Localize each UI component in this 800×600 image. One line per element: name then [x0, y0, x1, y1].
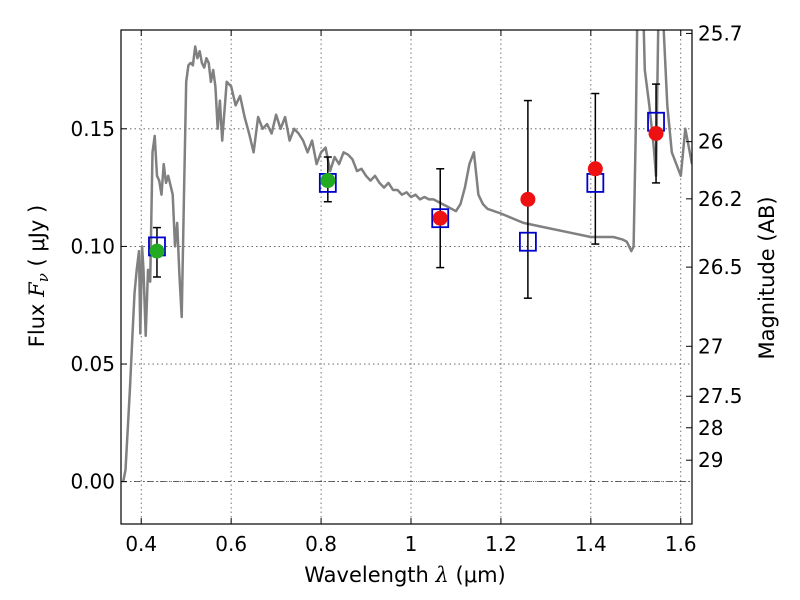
- y2-tick-label: 26.2: [698, 187, 743, 211]
- x-tick-label: 1.2: [485, 532, 517, 556]
- y-tick-label: 0.05: [70, 352, 115, 376]
- y2-tick-label: 28: [698, 416, 723, 440]
- grid-layer: [121, 30, 692, 524]
- model-spectrum-line: [121, 30, 692, 482]
- data-point-square: [431, 208, 450, 229]
- data-point-red: [432, 210, 448, 226]
- plot-area: [121, 30, 692, 482]
- data-point-green: [149, 243, 165, 259]
- data-point-red: [648, 126, 664, 142]
- data-point-green: [320, 173, 336, 189]
- y2-tick-label: 27.5: [698, 384, 743, 408]
- y2-tick-label: 29: [698, 448, 723, 472]
- x-tick-label: 1.4: [575, 532, 607, 556]
- y-tick-label: 0.00: [70, 470, 115, 494]
- x-tick-label: 0.4: [125, 532, 157, 556]
- y-tick-label: 0.15: [70, 117, 115, 141]
- y-tick-label: 0.10: [70, 234, 115, 258]
- x-tick-label: 1.6: [665, 532, 697, 556]
- x-axis-label: Wavelength λ (μm): [304, 563, 505, 587]
- x-tick-label: 1: [405, 532, 418, 556]
- y2-tick-label: 26: [698, 130, 723, 154]
- y2-tick-label: 27: [698, 334, 723, 358]
- y2-tick-label: 26.5: [698, 255, 743, 279]
- data-point-red: [587, 161, 603, 177]
- plot-frame: [120, 29, 693, 525]
- y-axis-label: Flux Fν ( μJy ): [25, 205, 52, 347]
- ticks-layer: 0.4 0.6 0.8 1 1.2 1.4 1.6 0.00 0.05 0.10 0.15 25.7 2…: [70, 21, 742, 556]
- y2-axis-label: Magnitude (AB): [755, 196, 779, 359]
- x-tick-label: 0.8: [305, 532, 337, 556]
- data-point-square: [518, 231, 537, 252]
- x-tick-label: 0.6: [215, 532, 247, 556]
- data-point-red: [520, 191, 536, 207]
- y2-tick-label: 25.7: [698, 21, 743, 45]
